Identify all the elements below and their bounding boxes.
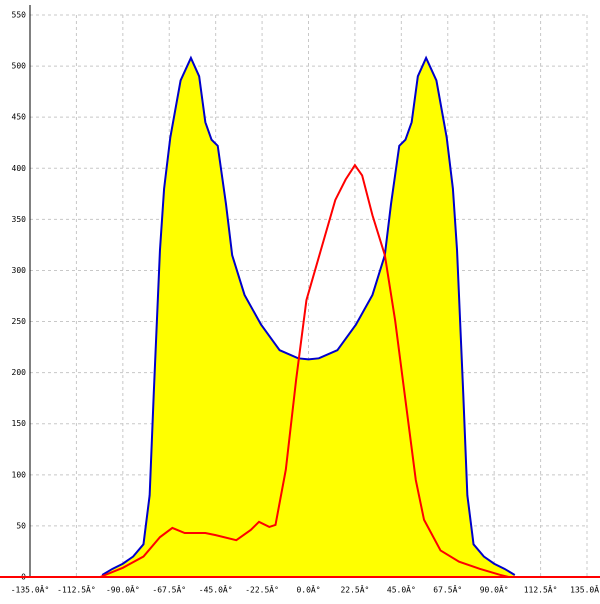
- y-tick-label: 250: [12, 317, 27, 326]
- x-tick-label: 112.5Â°: [524, 584, 558, 595]
- y-tick-label: 500: [12, 62, 27, 71]
- x-tick-label: -22.5Â°: [245, 584, 279, 595]
- x-tick-label: 135.0Â°: [570, 584, 600, 595]
- y-tick-label: 450: [12, 113, 27, 122]
- series-line: [101, 55, 516, 576]
- x-tick-label: 22.5Â°: [340, 584, 369, 595]
- y-tick-label: 550: [12, 11, 27, 20]
- x-tick-label: 67.5Â°: [433, 584, 462, 595]
- y-tick-label: 400: [12, 164, 27, 173]
- y-tick-label: 350: [12, 215, 27, 224]
- x-tick-label: -112.5Â°: [57, 584, 96, 595]
- x-tick-label: 90.0Â°: [480, 584, 509, 595]
- x-tick-label: 45.0Â°: [387, 584, 416, 595]
- x-tick-label: -67.5Â°: [152, 584, 186, 595]
- y-tick-label: 50: [16, 521, 26, 530]
- x-tick-label: -45.0Â°: [199, 584, 233, 595]
- x-tick-label: -90.0Â°: [106, 584, 140, 595]
- x-tick-label: 0.0Â°: [296, 584, 320, 595]
- y-tick-label: 150: [12, 419, 27, 428]
- y-tick-label: 300: [12, 266, 27, 275]
- y-tick-label: 200: [12, 368, 27, 377]
- series-line: [99, 163, 509, 578]
- y-tick-label: 100: [12, 470, 27, 479]
- x-tick-label: -135.0Â°: [11, 584, 50, 595]
